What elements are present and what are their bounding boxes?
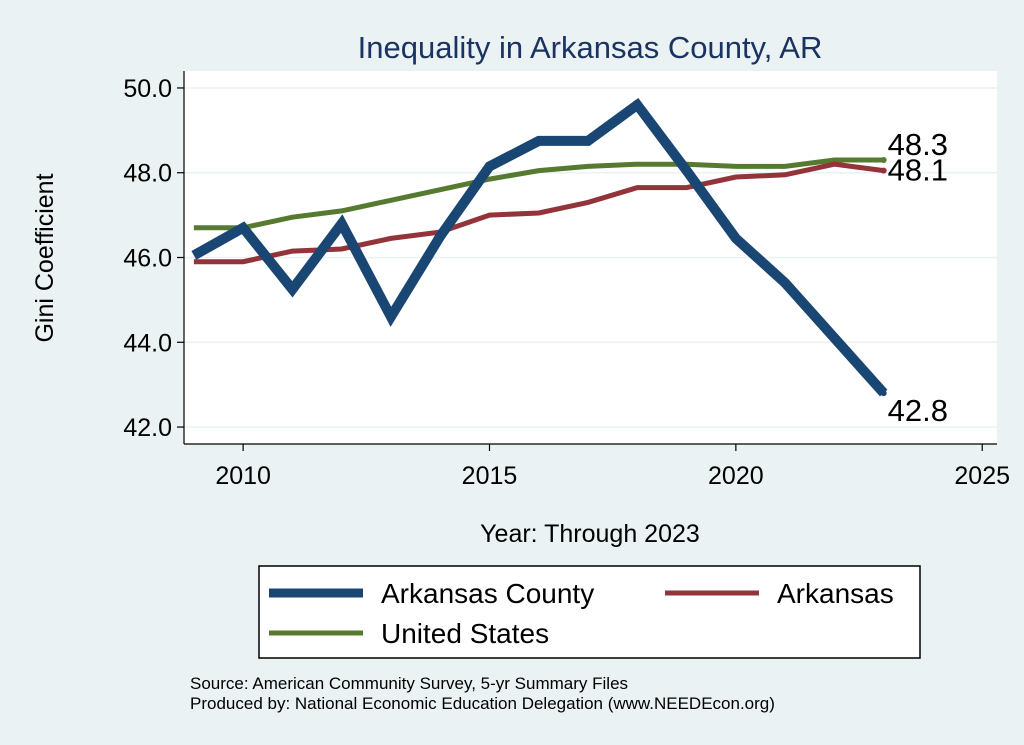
legend: Arkansas County Arkansas United States — [258, 565, 921, 659]
x-axis-label: Year: Through 2023 — [480, 520, 700, 548]
end-label-arkansas-county: 42.8 — [888, 393, 948, 428]
y-tick-label: 46.0 — [123, 245, 172, 273]
chart-title: Inequality in Arkansas County, AR — [358, 30, 823, 65]
y-tick-label: 44.0 — [123, 329, 172, 357]
x-tick-label: 2025 — [954, 462, 1010, 490]
legend-label-arkansas: Arkansas — [777, 578, 894, 609]
series-lines — [191, 97, 888, 397]
end-label-arkansas: 48.1 — [888, 153, 948, 188]
y-tick-label: 50.0 — [123, 75, 172, 103]
x-tick-label: 2020 — [708, 462, 764, 490]
end-labels: 42.8 48.148.3 — [888, 127, 948, 428]
x-tick-label: 2015 — [462, 462, 518, 490]
produced-by-note: Produced by: National Economic Education… — [190, 694, 775, 713]
y-axis-label: Gini Coefficient — [31, 173, 59, 342]
series-end-point — [880, 390, 887, 397]
series-end-point — [880, 167, 887, 174]
legend-label-arkansas-county: Arkansas County — [381, 578, 594, 609]
series-line-arkansas-county — [191, 97, 888, 397]
x-tick-label: 2010 — [215, 462, 271, 490]
end-label-united-states: 48.3 — [888, 127, 948, 162]
series-line-arkansas — [193, 161, 885, 265]
series-line-united-states — [193, 157, 884, 231]
source-note: Source: American Community Survey, 5-yr … — [190, 674, 628, 693]
legend-box — [258, 565, 921, 659]
tick-labels: 42.0 44.0 46.0 48.0 50.0 2010 2015 2020 2025 — [123, 75, 1010, 490]
series-end-point — [880, 157, 887, 164]
y-tick-label: 42.0 — [123, 414, 172, 442]
legend-label-united-states: United States — [381, 618, 549, 649]
y-tick-label: 48.0 — [123, 160, 172, 188]
